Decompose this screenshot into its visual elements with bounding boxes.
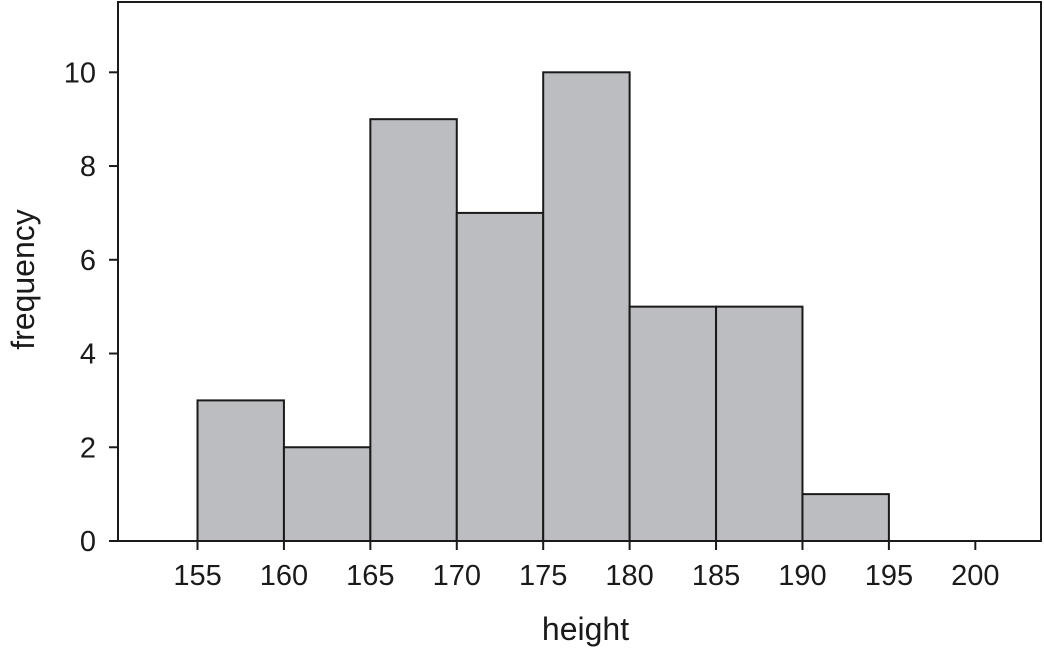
y-axis-label: frequency (5, 209, 41, 350)
x-axis: 155 160 165 170 175 180 185 190 195 200 (173, 541, 1000, 592)
x-tick-label: 175 (519, 560, 567, 592)
y-tick-label: 8 (80, 151, 96, 183)
y-axis: 0 2 4 6 8 10 (64, 57, 118, 558)
x-tick-label: 165 (346, 560, 394, 592)
y-tick-label: 0 (80, 526, 96, 558)
x-tick-label: 200 (951, 560, 999, 592)
y-tick-label: 6 (80, 245, 96, 277)
histogram-bar-155-160 (196, 399, 285, 542)
y-tick-label: 2 (80, 432, 96, 464)
plot-frame (117, 1, 1042, 542)
histogram-bar-185-190 (715, 305, 804, 542)
histogram-bar-175-180 (542, 71, 631, 542)
x-tick-label: 185 (692, 560, 740, 592)
y-tick-label: 10 (64, 57, 96, 89)
y-tick-label: 4 (80, 339, 96, 371)
x-tick-label: 160 (260, 560, 308, 592)
x-tick-label: 155 (173, 560, 221, 592)
histogram-bar-190-195 (801, 493, 890, 542)
x-tick-label: 190 (778, 560, 826, 592)
histogram-bar-180-185 (628, 305, 718, 542)
histogram-bar-165-170 (369, 118, 458, 542)
x-tick-label: 195 (865, 560, 913, 592)
x-axis-label: height (542, 611, 629, 647)
histogram-bar-170-175 (455, 211, 545, 542)
x-tick-label: 180 (605, 560, 653, 592)
bars-group (196, 71, 890, 542)
histogram-bar-160-165 (282, 446, 372, 542)
x-tick-label: 170 (433, 560, 481, 592)
